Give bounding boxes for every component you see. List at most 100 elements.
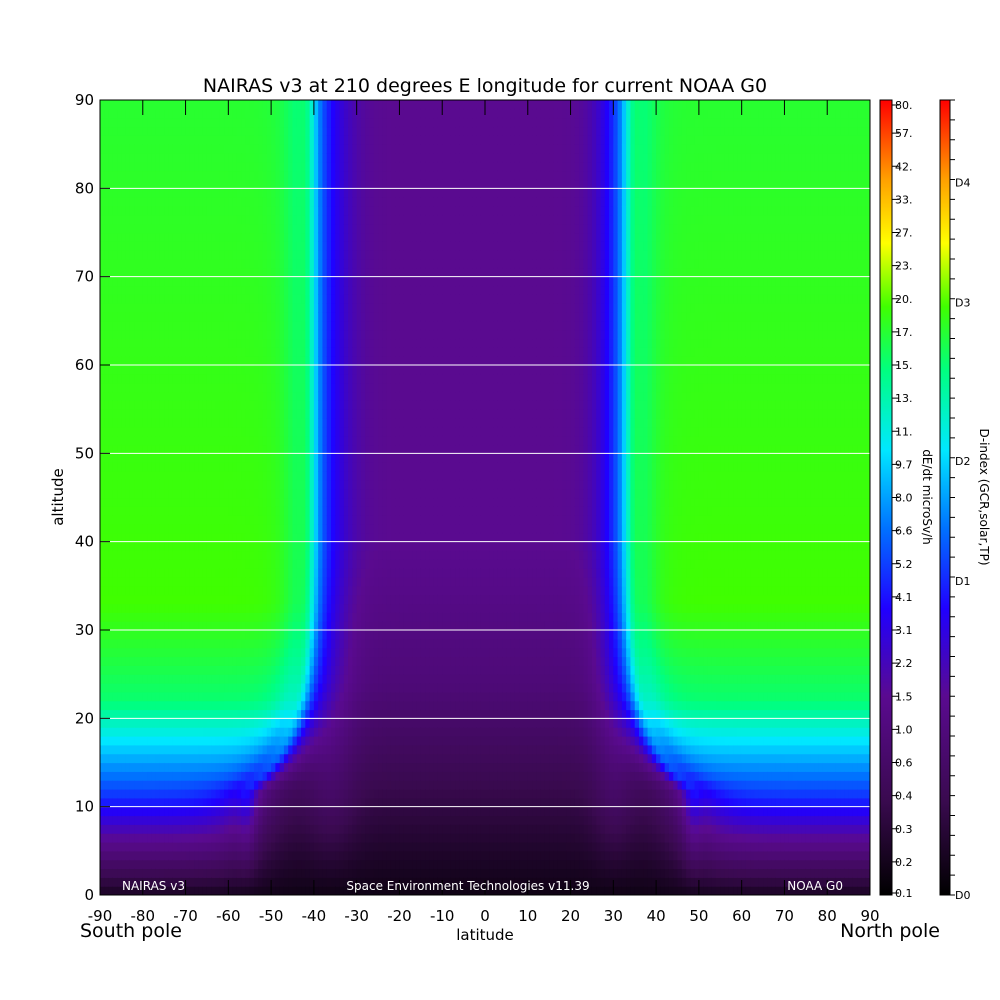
heatmap-cell [139,842,144,851]
heatmap-cell [263,109,268,118]
heatmap-cell [254,250,259,259]
heatmap-cell [151,586,156,595]
heatmap-cell [186,294,191,303]
heatmap-cell [250,639,255,648]
heatmap-cell [322,347,327,356]
heatmap-cell [109,118,114,127]
heatmap-cell [104,604,109,613]
heatmap-cell [126,701,131,710]
heatmap-cell [190,365,195,374]
heatmap-cell [314,153,319,162]
heatmap-cell [305,427,310,436]
heatmap-cell [177,180,182,189]
heatmap-cell [211,127,216,136]
heatmap-cell [233,418,238,427]
heatmap-cell [216,551,221,560]
heatmap-cell [267,842,272,851]
heatmap-cell [331,621,336,630]
heatmap-cell [143,135,148,144]
heatmap-cell [237,754,242,763]
heatmap-cell [156,498,161,507]
heatmap-cell [318,533,323,542]
heatmap-cell [164,215,169,224]
heatmap-cell [203,604,208,613]
heatmap-cell [160,250,165,259]
heatmap-cell [211,860,216,869]
heatmap-cell [203,312,208,321]
heatmap-cell [139,833,144,842]
heatmap-cell [194,542,199,551]
heatmap-cell [250,321,255,330]
heatmap-cell [134,648,139,657]
heatmap-cell [121,506,126,515]
heatmap-cell [121,630,126,639]
heatmap-cell [280,798,285,807]
heatmap-cell [160,763,165,772]
heatmap-cell [173,277,178,286]
heatmap-cell [275,736,280,745]
heatmap-cell [156,286,161,295]
heatmap-cell [143,233,148,242]
heatmap-cell [322,771,327,780]
heatmap-cell [322,506,327,515]
heatmap-cell [164,869,169,878]
heatmap-cell [211,197,216,206]
heatmap-cell [237,127,242,136]
heatmap-cell [233,869,238,878]
heatmap-cell [113,648,118,657]
heatmap-cell [113,153,118,162]
heatmap-cell [280,498,285,507]
heatmap-cell [211,754,216,763]
heatmap-cell [237,789,242,798]
heatmap-cell [151,798,156,807]
heatmap-cell [113,409,118,418]
heatmap-cell [228,206,233,215]
heatmap-cell [284,365,289,374]
heatmap-cell [318,471,323,480]
heatmap-cell [156,436,161,445]
heatmap-cell [151,365,156,374]
heatmap-cell [241,339,246,348]
heatmap-cell [156,330,161,339]
heatmap-cell [216,400,221,409]
heatmap-cell [139,286,144,295]
heatmap-cell [241,383,246,392]
heatmap-cell [177,480,182,489]
heatmap-cell [104,259,109,268]
heatmap-cell [327,833,332,842]
heatmap-cell [156,347,161,356]
heatmap-cell [186,701,191,710]
heatmap-cell [271,807,276,816]
heatmap-cell [233,445,238,454]
heatmap-cell [293,718,298,727]
heatmap-cell [130,383,135,392]
heatmap-cell [301,347,306,356]
heatmap-cell [121,347,126,356]
heatmap-cell [156,851,161,860]
heatmap-cell [194,365,199,374]
heatmap-cell [139,595,144,604]
heatmap-cell [126,330,131,339]
heatmap-cell [173,692,178,701]
heatmap-cell [263,657,268,666]
heatmap-cell [164,506,169,515]
heatmap-cell [331,480,336,489]
heatmap-cell [121,498,126,507]
heatmap-cell [207,789,212,798]
heatmap-cell [237,736,242,745]
heatmap-cell [254,771,259,780]
heatmap-cell [254,621,259,630]
heatmap-cell [322,480,327,489]
heatmap-cell [241,347,246,356]
heatmap-cell [134,736,139,745]
heatmap-cell [113,180,118,189]
heatmap-cell [233,833,238,842]
heatmap-cell [147,188,152,197]
heatmap-cell [177,215,182,224]
heatmap-cell [198,586,203,595]
heatmap-cell [113,144,118,153]
heatmap-cell [301,833,306,842]
heatmap-cell [134,365,139,374]
heatmap-cell [280,559,285,568]
